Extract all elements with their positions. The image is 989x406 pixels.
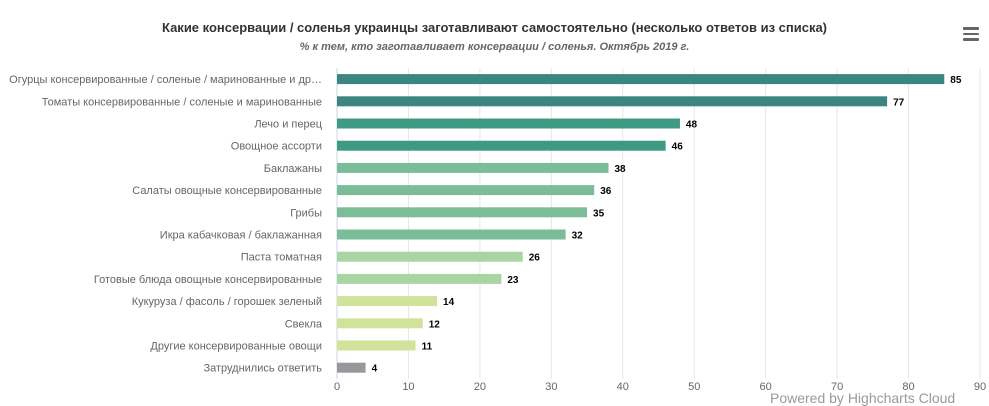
x-tick-label: 70 <box>831 381 843 393</box>
category-label: Затруднились ответить <box>203 363 322 375</box>
x-tick-label: 20 <box>474 381 486 393</box>
hamburger-menu-icon[interactable] <box>963 27 979 44</box>
category-label: Салаты овощные консервированные <box>132 185 322 197</box>
x-tick-label: 80 <box>902 381 914 393</box>
x-tick-label: 50 <box>688 381 700 393</box>
x-tick-label: 10 <box>402 381 414 393</box>
bar <box>337 362 366 373</box>
bar <box>337 318 423 329</box>
data-label: 12 <box>429 319 441 330</box>
bar <box>337 140 666 151</box>
category-label: Паста томатная <box>241 252 322 264</box>
category-label: Готовые блюда овощные консервированные <box>94 274 322 286</box>
data-label: 38 <box>614 164 626 175</box>
category-label: Овощное ассорти <box>231 141 322 153</box>
chart-subtitle: % к тем, кто заготавливает консервации /… <box>299 41 690 53</box>
x-tick-label: 0 <box>334 381 340 393</box>
x-tick-label: 90 <box>974 381 986 393</box>
bar <box>337 74 945 85</box>
x-tick-label: 40 <box>617 381 629 393</box>
data-label: 23 <box>507 275 519 286</box>
data-label: 36 <box>600 186 612 197</box>
data-label: 4 <box>372 364 378 375</box>
bar <box>337 273 502 284</box>
data-label: 14 <box>443 297 455 308</box>
bar <box>337 340 416 351</box>
category-label: Огурцы консервированные / соленые / мари… <box>9 74 322 86</box>
bar <box>337 229 566 240</box>
category-label: Свекла <box>285 318 323 330</box>
data-label: 35 <box>593 208 605 219</box>
category-label: Лечо и перец <box>254 119 322 131</box>
bar <box>337 162 609 173</box>
data-label: 77 <box>893 97 905 108</box>
bar <box>337 296 438 307</box>
data-label: 11 <box>422 342 433 353</box>
bar <box>337 118 680 129</box>
data-label: 46 <box>672 142 684 153</box>
chart-title: Какие консервации / соленья украинцы заг… <box>161 20 828 35</box>
data-label: 32 <box>572 231 584 242</box>
x-tick-label: 30 <box>545 381 557 393</box>
bar <box>337 251 523 262</box>
data-label: 85 <box>950 75 962 86</box>
bar <box>337 207 588 218</box>
credit-link[interactable]: Powered by Highcharts Cloud <box>770 390 956 406</box>
category-label: Икра кабачковая / баклажанная <box>160 230 322 242</box>
category-label: Грибы <box>290 207 322 219</box>
category-label: Кукуруза / фасоль / горошек зеленый <box>132 296 322 308</box>
category-label: Баклажаны <box>264 163 322 175</box>
bar <box>337 96 888 107</box>
data-label: 26 <box>529 253 541 264</box>
x-tick-label: 60 <box>760 381 772 393</box>
data-label: 48 <box>686 120 698 131</box>
category-label: Другие консервированные овощи <box>150 341 322 353</box>
bar <box>337 185 595 196</box>
category-label: Томаты консервированные / соленые и мари… <box>42 96 322 108</box>
